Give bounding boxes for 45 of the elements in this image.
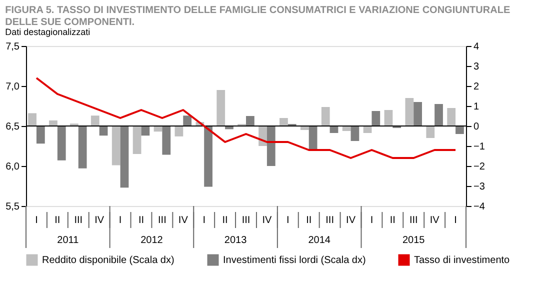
y-tick-label: 6,0 (6, 162, 20, 172)
text: 2014 (308, 235, 331, 246)
text: 2011 (57, 235, 80, 246)
y2-tick-label: −1 (474, 142, 486, 152)
x-tick-label: IV (94, 215, 104, 226)
y-tick-label: 7,0 (6, 82, 20, 92)
x-tick-label: I (370, 215, 374, 226)
x-tick-label: III (409, 215, 418, 226)
x-tick-label: I (202, 215, 206, 226)
y-tick-label: 5,5 (6, 202, 20, 212)
legend-label: Reddito disponibile (Scala dx) (42, 255, 174, 266)
x-tick-label: III (326, 215, 334, 226)
y-tick-label: 7,5 (6, 42, 20, 52)
x-tick-label: IV (430, 215, 440, 226)
x-tick-label: I (118, 215, 122, 226)
x-tick-label: I (454, 215, 457, 226)
x-tick-label: I (35, 215, 38, 226)
x-tick-label: III (74, 215, 83, 226)
chart-title: FIGURA 5. TASSO DI INVESTIMENTO DELLE FAMIGLIE CONSUMATRICI E VARIAZIONE CONGIUNTURALE DELLE SUE COMPONENTI. (5, 5, 510, 28)
y2-tick-label: −4 (474, 202, 486, 212)
x-tick-label: I (286, 215, 290, 226)
x-tick-label: IV (346, 215, 356, 226)
text: 2013 (224, 235, 248, 246)
y2-tick-label: −2 (474, 162, 486, 172)
x-tick-label: II (306, 215, 312, 226)
y2-tick-label: 2 (474, 82, 480, 92)
y2-tick-label: 1 (474, 102, 480, 112)
x-tick-label: II (138, 215, 144, 226)
y2-tick-label: 0 (474, 122, 480, 132)
x-tick-label: IV (262, 215, 272, 226)
y2-tick-label: 4 (474, 42, 480, 52)
legend-label: Investimenti fissi lordi (Scala dx) (223, 255, 366, 266)
y2-tick-label: 3 (474, 62, 480, 72)
legend-label: Tasso di investimento (414, 255, 510, 266)
x-tick-label: II (390, 215, 396, 226)
x-tick-label: II (54, 215, 60, 226)
x-tick-label: III (158, 215, 166, 226)
x-tick-label: IV (178, 215, 188, 226)
chart-subtitle: Dati destagionalizzati (5, 27, 90, 37)
y-tick-label: 6,5 (6, 122, 20, 132)
text: 2012 (140, 235, 164, 246)
x-tick-label: III (242, 215, 250, 226)
text: 2015 (402, 235, 426, 246)
x-tick-label: II (222, 215, 228, 226)
y2-tick-label: −3 (474, 182, 486, 192)
